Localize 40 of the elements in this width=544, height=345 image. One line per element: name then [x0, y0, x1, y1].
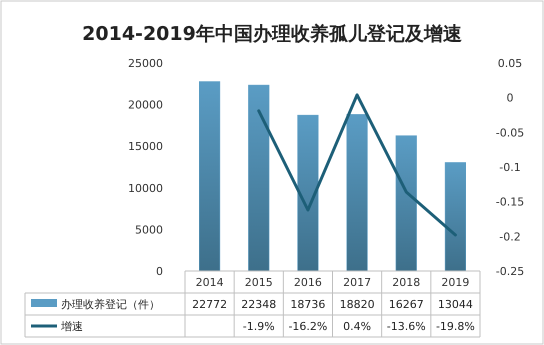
y2-tick-label: -0.2 — [499, 230, 521, 244]
x-tick-label: 2016 — [294, 276, 322, 289]
y-tick-label: 10000 — [128, 182, 163, 195]
x-tick-label: 2019 — [441, 276, 470, 289]
data-label: 0.4% — [343, 320, 372, 333]
bar — [396, 135, 417, 272]
y-tick-label: 0 — [156, 265, 163, 278]
data-label: -16.2% — [288, 320, 328, 333]
y2-tick-label: -0.15 — [496, 196, 524, 209]
x-tick-label: 2018 — [392, 276, 420, 289]
y2-tick-label: -0.05 — [496, 126, 524, 140]
y-tick-label: 5000 — [135, 223, 163, 236]
bar — [199, 81, 220, 272]
y-tick-label: 15000 — [128, 140, 163, 154]
x-tick-label: 2017 — [343, 276, 372, 289]
bar — [444, 162, 466, 272]
bar — [346, 114, 368, 272]
bar — [248, 84, 270, 272]
x-tick-label: 2015 — [244, 276, 273, 289]
chart-title: 2014-2019年中国办理收养孤儿登记及增速 — [82, 23, 462, 45]
y2-tick-label: -0.1 — [499, 161, 521, 174]
y-tick-label: 20000 — [128, 98, 163, 112]
y-tick-label: 25000 — [128, 57, 163, 70]
bar — [297, 114, 318, 272]
y2-tick-label: -0.25 — [496, 265, 524, 278]
data-label: 18820 — [340, 298, 375, 311]
data-label: 13044 — [438, 298, 473, 311]
data-label: 22348 — [241, 298, 276, 311]
data-label: 22772 — [192, 298, 228, 311]
legend-label: 增速 — [60, 320, 83, 333]
x-tick-label: 2014 — [196, 276, 224, 289]
data-label: -13.6% — [386, 320, 426, 333]
legend-label: 办理收养登记（件） — [61, 298, 160, 311]
y2-tick-label: 0.05 — [498, 57, 522, 70]
line-series — [257, 93, 457, 236]
y2-tick-label: 0 — [506, 92, 514, 105]
data-label: 16267 — [388, 298, 424, 311]
data-label: 18736 — [290, 298, 326, 311]
data-label: -19.8% — [436, 320, 475, 333]
data-label: -1.9% — [242, 320, 275, 333]
